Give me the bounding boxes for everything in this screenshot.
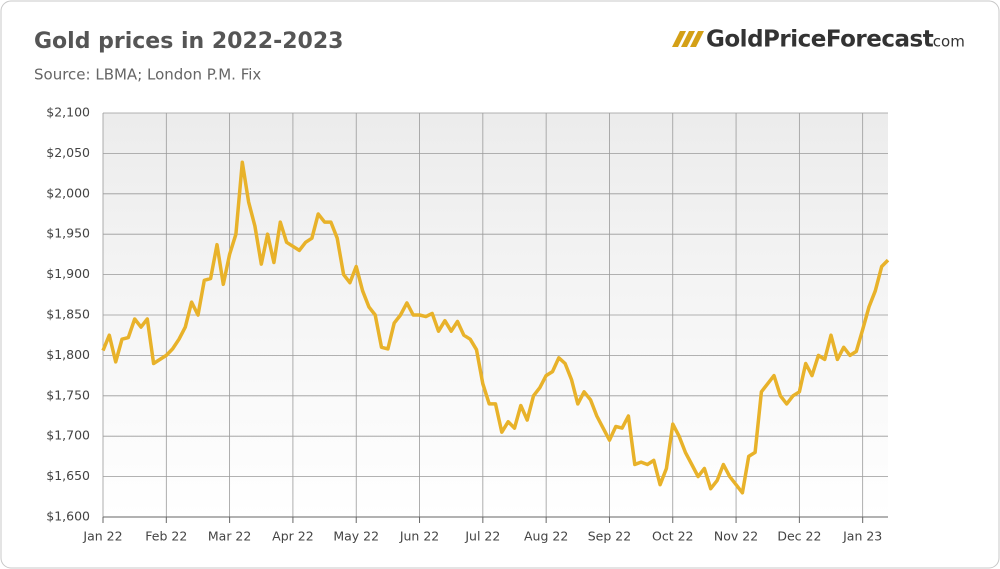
x-tick-label: Apr 22 [272,529,314,544]
y-tick-label: $1,950 [46,226,90,241]
x-tick-label: Nov 22 [714,529,758,544]
y-tick-label: $1,900 [46,266,90,281]
x-tick-label: Jan 23 [842,529,882,544]
logo-stripe [681,31,695,47]
x-tick-label: Aug 22 [524,529,568,544]
price-line [101,160,890,495]
logo-suffix: .com [928,33,965,51]
y-tick-label: $1,750 [46,387,90,402]
logo-text: GoldPriceForecast [706,27,934,53]
x-tick-label: Mar 22 [208,529,251,544]
y-tick-label: $2,000 [46,185,90,200]
y-tick-label: $1,650 [46,468,90,483]
x-tick-label: May 22 [333,529,379,544]
x-tick-label: Feb 22 [145,529,187,544]
logo: GoldPriceForecast .com [672,27,965,53]
x-tick-label: Jan 22 [82,529,122,544]
y-tick-label: $1,800 [46,347,90,362]
chart-title: Gold prices in 2022-2023 [34,29,343,54]
x-tick-label: Oct 22 [652,529,694,544]
chart-subtitle: Source: LBMA; London P.M. Fix [34,66,261,84]
logo-stripe [672,31,686,47]
y-tick-label: $2,100 [46,105,90,120]
y-tick-label: $1,700 [46,428,90,443]
logo-stripe [690,31,704,47]
x-tick-label: Dec 22 [777,529,821,544]
x-tick-label: Sep 22 [588,529,631,544]
x-tick-label: Jul 22 [464,529,500,544]
y-tick-label: $1,600 [46,509,90,524]
y-tick-label: $2,050 [46,145,90,160]
y-tick-label: $1,850 [46,307,90,322]
x-tick-label: Jun 22 [399,529,439,544]
